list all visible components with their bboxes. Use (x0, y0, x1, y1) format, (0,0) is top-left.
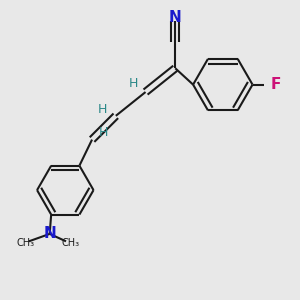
Text: CH₃: CH₃ (61, 238, 80, 248)
Text: H: H (98, 103, 107, 116)
Text: H: H (129, 76, 138, 90)
Text: F: F (270, 77, 281, 92)
Text: H: H (99, 126, 109, 139)
Text: N: N (43, 226, 56, 242)
Text: N: N (169, 10, 182, 25)
Text: CH₃: CH₃ (17, 238, 35, 248)
